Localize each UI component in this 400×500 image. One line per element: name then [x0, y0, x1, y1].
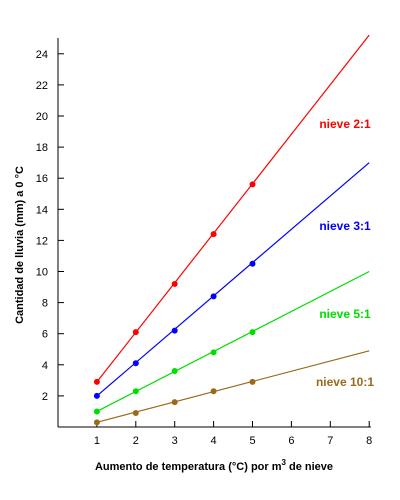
y-tick-label: 4 [42, 360, 48, 372]
x-axis-title: Aumento de temperatura (°C) por m3 de ni… [95, 458, 333, 473]
x-axis-title-main: Aumento de temperatura (°C) por m [95, 461, 282, 473]
y-tick-label: 22 [36, 80, 48, 92]
x-tick-label: 7 [327, 435, 333, 447]
data-point [210, 349, 217, 356]
data-point [93, 392, 100, 399]
series-line [96, 350, 370, 423]
series-label: nieve 3:1 [319, 219, 371, 233]
y-axis-title: Cantidad de lluvia (mm) a 0 °C [14, 166, 26, 324]
y-tick-label: 6 [42, 329, 48, 341]
x-tick-label: 4 [211, 435, 217, 447]
data-point [249, 260, 256, 267]
y-tick-label: 14 [36, 204, 48, 216]
y-tick-label: 18 [36, 142, 48, 154]
series-label: nieve 5:1 [319, 307, 371, 321]
data-point [210, 231, 217, 238]
data-point [93, 419, 100, 426]
data-point [171, 368, 178, 375]
data-point [171, 327, 178, 334]
x-axis-title-superscript: 3 [282, 458, 287, 467]
series-label: nieve 10:1 [316, 375, 374, 389]
x-tick-label: 6 [288, 435, 294, 447]
data-point [132, 410, 139, 417]
y-tick-label: 12 [36, 235, 48, 247]
y-tick-label: 10 [36, 267, 48, 279]
data-point [249, 181, 256, 188]
y-tick-label: 8 [42, 298, 48, 310]
data-point [132, 388, 139, 395]
series-line [96, 270, 370, 412]
data-point [210, 293, 217, 300]
y-tick-label: 24 [36, 49, 48, 61]
x-axis-title-suffix: de nieve [286, 461, 333, 473]
data-point [249, 378, 256, 385]
data-point [249, 329, 256, 336]
x-tick-label: 2 [133, 435, 139, 447]
series-line [96, 34, 370, 383]
data-point [93, 408, 100, 415]
x-tick-label: 8 [366, 435, 372, 447]
y-tick-label: 20 [36, 111, 48, 123]
series-line [96, 162, 370, 397]
x-tick-label: 3 [172, 435, 178, 447]
series-label: nieve 2:1 [319, 117, 371, 131]
data-point [93, 378, 100, 385]
y-tick-label: 16 [36, 173, 48, 185]
series-points [93, 181, 256, 426]
data-point [210, 388, 217, 395]
data-point [171, 399, 178, 406]
x-tick-label: 5 [249, 435, 255, 447]
series-labels: nieve 2:1 nieve 3:1 nieve 5:1 nieve 10:1 [316, 117, 374, 389]
y-tick-label: 2 [42, 391, 48, 403]
data-point [132, 329, 139, 336]
data-point [171, 280, 178, 287]
data-point [132, 360, 139, 367]
x-tick-label: 1 [94, 435, 100, 447]
series-lines [96, 34, 370, 423]
